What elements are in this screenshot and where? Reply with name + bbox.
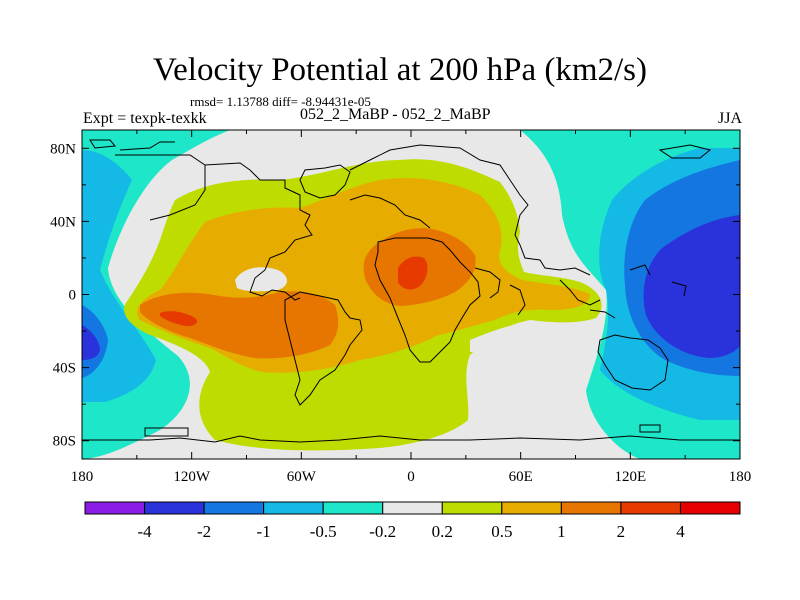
map-title: Velocity Potential at 200 hPa (km2/s) bbox=[152, 52, 648, 88]
lon-label: 120W bbox=[173, 469, 211, 485]
lon-label: 60E bbox=[509, 469, 533, 485]
colorbar-label: -4 bbox=[137, 522, 152, 541]
case-label: 052_2_MaBP - 052_2_MaBP bbox=[300, 106, 491, 123]
colorbar-label: -2 bbox=[197, 522, 211, 541]
fill-darkblue-west bbox=[82, 325, 100, 360]
lon-label: 0 bbox=[407, 469, 415, 485]
lat-label: 80N bbox=[50, 141, 76, 157]
lat-axis: 80N 40N 0 40S 80S bbox=[50, 141, 740, 450]
contour-field bbox=[82, 130, 740, 459]
colorbar-label: 1 bbox=[557, 522, 566, 541]
colorbar: -4 -2 -1 -0.5 -0.2 0.2 0.5 1 2 4 bbox=[84, 501, 741, 541]
lon-label: 60W bbox=[287, 469, 317, 485]
colorbar-swatch bbox=[441, 501, 503, 515]
colorbar-swatch bbox=[620, 501, 681, 515]
lon-axis: 180 120W 60W 0 60E 120E 180 bbox=[71, 130, 752, 485]
colorbar-label: -0.5 bbox=[310, 522, 337, 541]
colorbar-label: 0.2 bbox=[432, 522, 453, 541]
stats-text: rmsd= 1.13788 diff= -8.94431e-05 bbox=[190, 94, 371, 109]
lat-label: 80S bbox=[53, 434, 76, 450]
colorbar-swatch bbox=[560, 501, 622, 515]
fill-red-pacific bbox=[160, 311, 197, 327]
colorbar-swatch bbox=[382, 501, 443, 515]
colorbar-swatch bbox=[679, 501, 741, 515]
colorbar-swatch bbox=[203, 501, 265, 515]
colorbar-swatch bbox=[263, 501, 324, 515]
lat-label: 0 bbox=[69, 288, 77, 304]
colorbar-swatch bbox=[501, 501, 562, 515]
colorbar-label: 4 bbox=[676, 522, 685, 541]
colorbar-label: 0.5 bbox=[491, 522, 512, 541]
fill-darkorange-pacific bbox=[140, 291, 339, 359]
season-label: JJA bbox=[717, 110, 742, 127]
colorbar-swatch bbox=[322, 501, 384, 515]
lon-label: 180 bbox=[71, 469, 94, 485]
fill-red-africa bbox=[398, 256, 428, 290]
colorbar-label: -0.2 bbox=[369, 522, 396, 541]
lat-label: 40S bbox=[53, 361, 76, 377]
colorbar-swatch bbox=[84, 501, 146, 515]
lat-label: 40N bbox=[50, 214, 76, 230]
colorbar-swatch bbox=[144, 501, 205, 515]
experiment-label: Expt = texpk-texkk bbox=[83, 110, 207, 127]
lon-label: 120E bbox=[614, 469, 646, 485]
fill-darkblue-east bbox=[643, 215, 740, 358]
coastlines bbox=[82, 139, 740, 443]
colorbar-label: 2 bbox=[617, 522, 626, 541]
lon-label: 180 bbox=[729, 469, 752, 485]
fill-neutral-notch bbox=[470, 322, 552, 352]
colorbar-label: -1 bbox=[257, 522, 271, 541]
fill-neutral-island bbox=[235, 267, 287, 292]
